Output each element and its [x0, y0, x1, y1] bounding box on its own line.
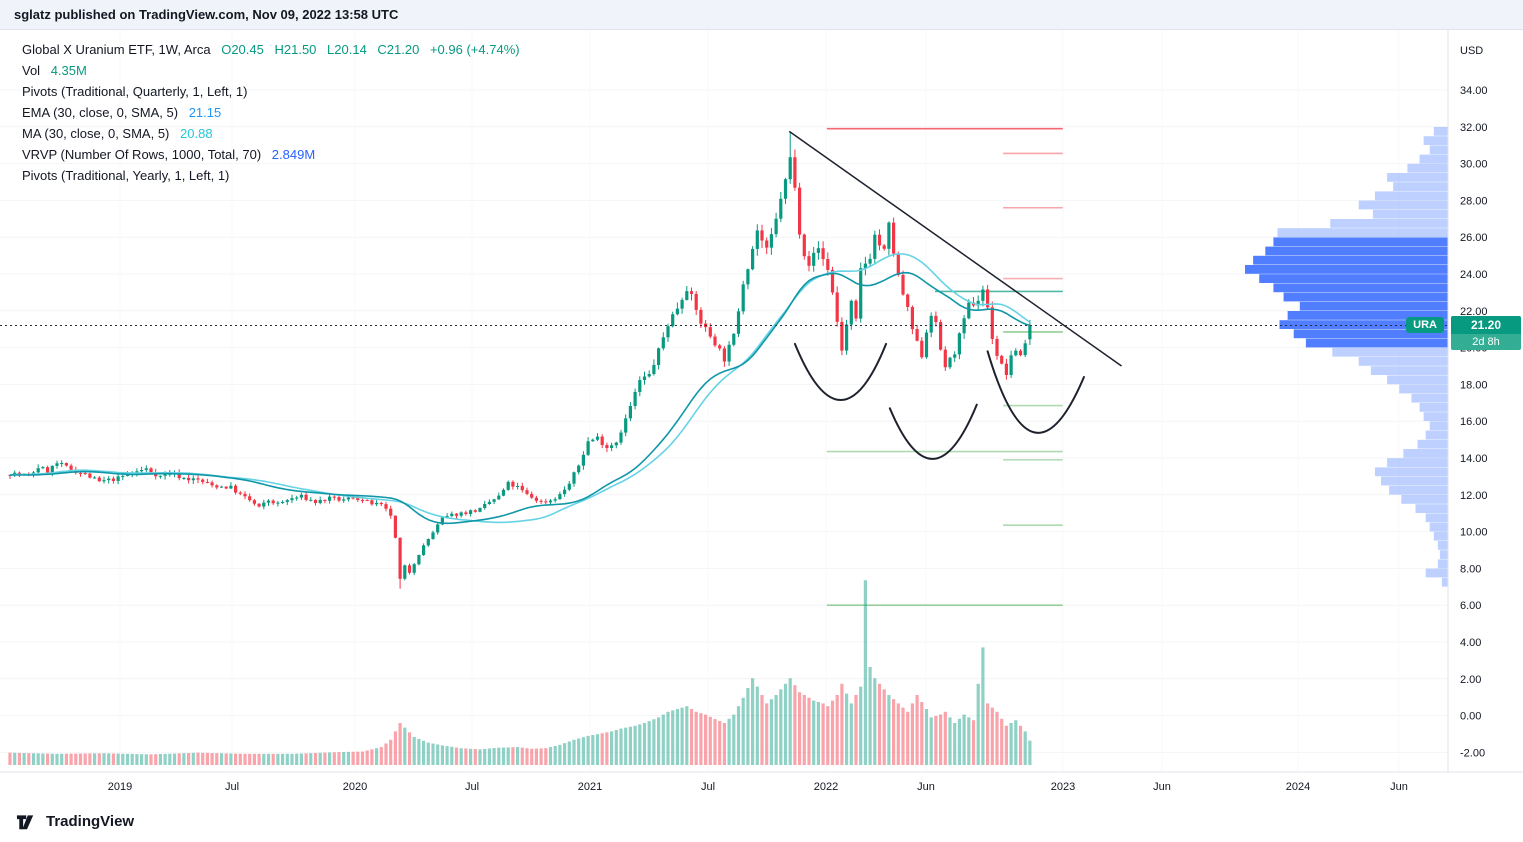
tradingview-logo-icon[interactable] — [16, 813, 38, 830]
price-axis[interactable]: USD 34.00 32.00 30.00 28.00 26.00 24.00 22.00 20… — [0, 30, 1523, 773]
vrvp-profile — [1245, 127, 1448, 587]
volume-value: 4.35M — [50, 63, 87, 78]
tradingview-brand[interactable]: TradingView — [46, 812, 135, 830]
symbol-price-flag: URA — [1406, 317, 1444, 333]
chart-region[interactable]: USD 34.00 32.00 30.00 28.00 26.00 24.00 22.00 20… — [0, 30, 1523, 800]
ohlc-close: C21.20 — [377, 42, 420, 57]
svg-text:34.00: 34.00 — [1460, 85, 1488, 97]
svg-text:Jun: Jun — [917, 781, 935, 793]
publish-header: sglatz published on TradingView.com, Nov… — [0, 0, 1523, 30]
grid-lines — [0, 30, 1448, 772]
ma-label[interactable]: MA (30, close, 0, SMA, 5) — [22, 126, 170, 141]
footer-bar: TradingView — [0, 800, 1523, 842]
svg-text:2.00: 2.00 — [1460, 674, 1481, 686]
ema-label[interactable]: EMA (30, close, 0, SMA, 5) — [22, 105, 179, 120]
svg-text:24.00: 24.00 — [1460, 269, 1488, 281]
svg-text:Jun: Jun — [1390, 781, 1408, 793]
ema-value: 21.15 — [188, 105, 222, 120]
svg-text:22.00: 22.00 — [1460, 306, 1488, 318]
svg-text:4.00: 4.00 — [1460, 637, 1481, 649]
indicator-legend: Global X Uranium ETF, 1W, Arca O20.45 H2… — [22, 39, 527, 186]
ohlc-high: H21.50 — [274, 42, 317, 57]
vrvp-value: 2.849M — [271, 147, 316, 162]
ema-line — [9, 271, 1031, 525]
legend-volume-row: Vol 4.35M — [22, 60, 527, 81]
svg-text:2024: 2024 — [1286, 781, 1310, 793]
svg-text:Jun: Jun — [1153, 781, 1171, 793]
ma-value: 20.88 — [180, 126, 213, 141]
svg-text:2021: 2021 — [578, 781, 602, 793]
volume-series — [8, 580, 1032, 765]
time-axis[interactable]: 2019 Jul 2020 Jul 2021 Jul 2022 Jun 2023 Jun 2024 J… — [108, 781, 1408, 793]
legend-symbol-row: Global X Uranium ETF, 1W, Arca O20.45 H2… — [22, 39, 527, 60]
svg-text:8.00: 8.00 — [1460, 563, 1481, 575]
legend-pivots-quarterly-row: Pivots (Traditional, Quarterly, 1, Left,… — [22, 81, 527, 102]
svg-text:10.00: 10.00 — [1460, 527, 1488, 539]
svg-text:2022: 2022 — [814, 781, 838, 793]
legend-ema-row: EMA (30, close, 0, SMA, 5) 21.15 — [22, 102, 527, 123]
svg-text:Jul: Jul — [465, 781, 479, 793]
svg-text:30.00: 30.00 — [1460, 159, 1488, 171]
pivot-lines — [826, 127, 1063, 607]
svg-text:2023: 2023 — [1051, 781, 1075, 793]
volume-label[interactable]: Vol — [22, 63, 41, 78]
svg-text:14.00: 14.00 — [1460, 453, 1488, 465]
legend-pivots-yearly-row: Pivots (Traditional, Yearly, 1, Left, 1) — [22, 165, 527, 186]
svg-text:Jul: Jul — [701, 781, 715, 793]
legend-vrvp-row: VRVP (Number Of Rows, 1000, Total, 70) 2… — [22, 144, 527, 165]
svg-text:26.00: 26.00 — [1460, 232, 1488, 244]
publish-info-text: sglatz published on TradingView.com, Nov… — [14, 7, 399, 22]
current-price-label: 21.20 — [1451, 316, 1521, 334]
svg-text:Jul: Jul — [225, 781, 239, 793]
symbol-title[interactable]: Global X Uranium ETF, 1W, Arca — [22, 42, 211, 57]
svg-text:28.00: 28.00 — [1460, 195, 1488, 207]
ohlc-open: O20.45 — [221, 42, 264, 57]
price-axis-currency-label: USD — [1460, 45, 1483, 57]
svg-text:16.00: 16.00 — [1460, 416, 1488, 428]
vrvp-label[interactable]: VRVP (Number Of Rows, 1000, Total, 70) — [22, 147, 262, 162]
arc-annotations[interactable] — [793, 342, 1085, 460]
ohlc-change: +0.96 (+4.74%) — [429, 42, 520, 57]
bar-close-countdown: 2d 8h — [1451, 334, 1521, 350]
svg-text:6.00: 6.00 — [1460, 600, 1481, 612]
svg-text:0.00: 0.00 — [1460, 711, 1481, 723]
pivots-quarterly-label[interactable]: Pivots (Traditional, Quarterly, 1, Left,… — [22, 84, 248, 99]
ma-line — [9, 253, 1031, 524]
svg-text:2020: 2020 — [343, 781, 367, 793]
svg-text:32.00: 32.00 — [1460, 122, 1488, 134]
trend-line[interactable] — [788, 130, 1122, 367]
legend-ma-row: MA (30, close, 0, SMA, 5) 20.88 — [22, 123, 527, 144]
svg-text:18.00: 18.00 — [1460, 379, 1488, 391]
svg-text:-2.00: -2.00 — [1460, 747, 1485, 759]
price-chart[interactable]: USD 34.00 32.00 30.00 28.00 26.00 24.00 22.00 20… — [0, 30, 1523, 800]
pivots-yearly-label[interactable]: Pivots (Traditional, Yearly, 1, Left, 1) — [22, 168, 230, 183]
svg-text:12.00: 12.00 — [1460, 490, 1488, 502]
svg-text:2019: 2019 — [108, 781, 132, 793]
ohlc-low: L20.14 — [327, 42, 367, 57]
